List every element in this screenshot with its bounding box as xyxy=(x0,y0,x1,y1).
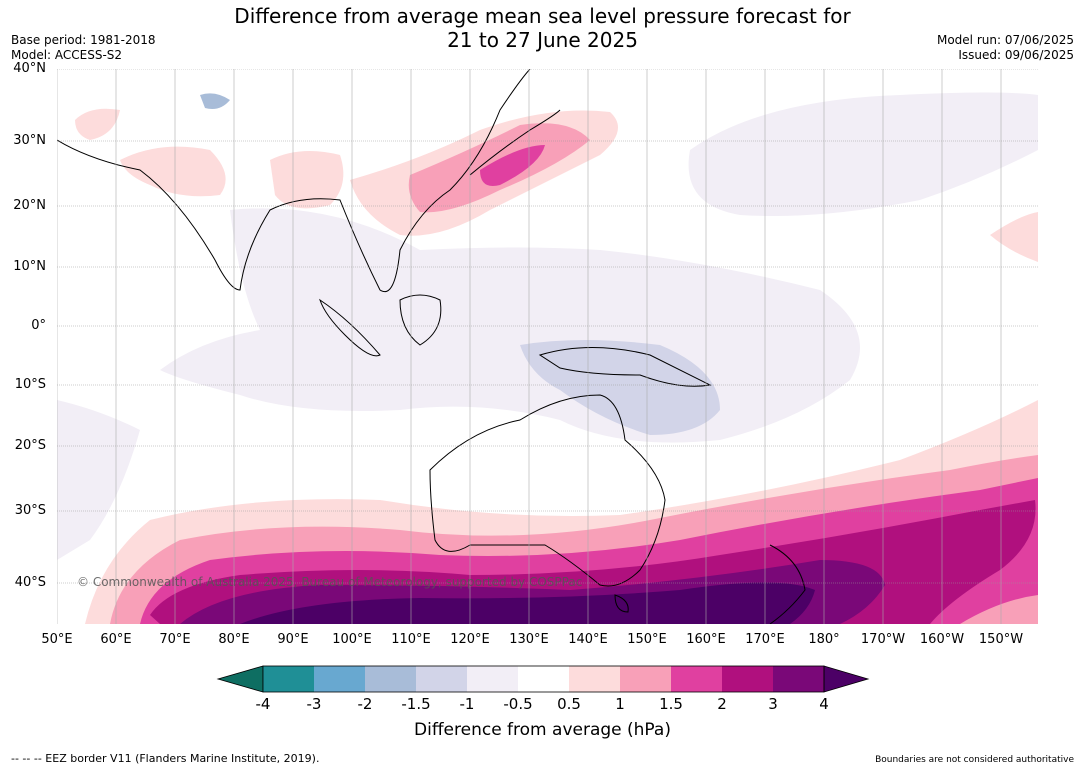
lon-label: 60°E xyxy=(100,632,132,647)
colorbar-swatch xyxy=(569,666,620,692)
lat-label: 30°S xyxy=(14,503,46,518)
anomaly-pos-arabia xyxy=(120,146,226,197)
lon-label: 170°W xyxy=(860,632,906,647)
title-line-2: 21 to 27 June 2025 xyxy=(447,28,638,52)
lon-label: 80°E xyxy=(218,632,250,647)
australia-coast xyxy=(429,394,666,587)
colorbar-tick-label: -0.5 xyxy=(503,695,533,713)
anomaly-pos-eastpac xyxy=(990,212,1038,262)
lat-label: 10°S xyxy=(14,377,46,392)
colorbar-tick-label: 3 xyxy=(768,695,778,713)
anomaly-pos-south-6 xyxy=(240,582,815,624)
colorbar-tick-label: -2 xyxy=(357,695,373,713)
model-name: Model: ACCESS-S2 xyxy=(11,48,123,62)
anomaly-neg-pacific-north xyxy=(688,92,1038,216)
anomaly-neg-tibet xyxy=(200,93,230,109)
lon-label: 120°E xyxy=(450,632,490,647)
lat-label: 40°S xyxy=(14,575,46,590)
colorbar-swatch xyxy=(263,666,314,692)
base-period: Base period: 1981-2018 xyxy=(11,33,156,47)
colorbar xyxy=(216,665,870,693)
colorbar-tick-label: -3 xyxy=(306,695,322,713)
lon-label: 160°E xyxy=(686,632,726,647)
colorbar-swatch xyxy=(314,666,365,692)
lon-label: 70°E xyxy=(159,632,191,647)
colorbar-tick-label: 1 xyxy=(615,695,625,713)
pressure-anomaly-shading xyxy=(57,69,1038,624)
anomaly-pos-india xyxy=(270,151,344,209)
meridians xyxy=(57,69,1002,624)
anomaly-neg-west xyxy=(57,400,140,560)
graticule xyxy=(57,69,1038,584)
colorbar-tick-label: 1.5 xyxy=(659,695,683,713)
colorbar-label: Difference from average (hPa) xyxy=(414,720,671,740)
colorbar-swatch xyxy=(365,666,416,692)
model-run: Model run: 07/06/2025 xyxy=(936,33,1074,47)
colorbar-swatch xyxy=(722,666,773,692)
lon-label: 130°E xyxy=(509,632,549,647)
lon-label: 90°E xyxy=(277,632,309,647)
copyright-notice: © Commonwealth of Australia 2025, Bureau… xyxy=(77,575,583,589)
colorbar-tick-label: -1.5 xyxy=(401,695,431,713)
lat-label: 30°N xyxy=(13,133,46,148)
title-line-1: Difference from average mean sea level p… xyxy=(234,4,851,28)
nz-coast xyxy=(769,544,806,624)
lon-label: 140°E xyxy=(568,632,608,647)
colorbar-tick-label: 2 xyxy=(717,695,727,713)
issued-date: Issued: 09/06/2025 xyxy=(958,48,1074,62)
colorbar-frame xyxy=(262,665,825,693)
lat-label: 10°N xyxy=(13,259,46,274)
colorbar-swatch xyxy=(416,666,467,692)
eez-legend: -- -- -- EEZ border V11 (Flanders Marine… xyxy=(11,752,320,765)
japan-coast xyxy=(469,109,561,176)
lon-label: 110°E xyxy=(391,632,431,647)
lat-label: 0° xyxy=(31,318,46,333)
colorbar-swatch xyxy=(773,666,824,692)
lon-label: 180° xyxy=(808,632,840,647)
colorbar-tick-label: 4 xyxy=(819,695,829,713)
meta-left: Base period: 1981-2018 Model: ACCESS-S2 xyxy=(11,33,156,63)
tasmania-coast xyxy=(614,594,629,613)
lon-label: 150°W xyxy=(978,632,1024,647)
anomaly-neg-png xyxy=(520,340,720,435)
anomaly-pos-iran xyxy=(75,108,120,140)
lat-label: 20°N xyxy=(13,198,46,213)
colorbar-swatch xyxy=(467,666,518,692)
colorbar-max-extend xyxy=(823,665,870,693)
colorbar-tick-label: 0.5 xyxy=(557,695,581,713)
boundaries-disclaimer: Boundaries are not considered authoritat… xyxy=(875,755,1074,765)
lon-label: 150°E xyxy=(627,632,667,647)
colorbar-tick-label: -1 xyxy=(459,695,475,713)
sumatra-coast xyxy=(319,298,381,357)
colorbar-swatch xyxy=(620,666,671,692)
lon-label: 160°W xyxy=(919,632,965,647)
meta-right: Model run: 07/06/2025 Issued: 09/06/2025 xyxy=(937,33,1074,63)
colorbar-swatch xyxy=(518,666,569,692)
lon-label: 170°E xyxy=(745,632,785,647)
lat-label: 20°S xyxy=(14,438,46,453)
colorbar-tick-label: -4 xyxy=(255,695,271,713)
colorbar-swatch xyxy=(671,666,722,692)
asia-coast xyxy=(57,69,531,293)
colorbar-min-extend xyxy=(216,665,264,693)
lat-label: 40°N xyxy=(13,61,46,76)
lon-label: 50°E xyxy=(41,632,73,647)
map-title: Difference from average mean sea level p… xyxy=(0,4,1085,52)
lon-label: 100°E xyxy=(332,632,372,647)
